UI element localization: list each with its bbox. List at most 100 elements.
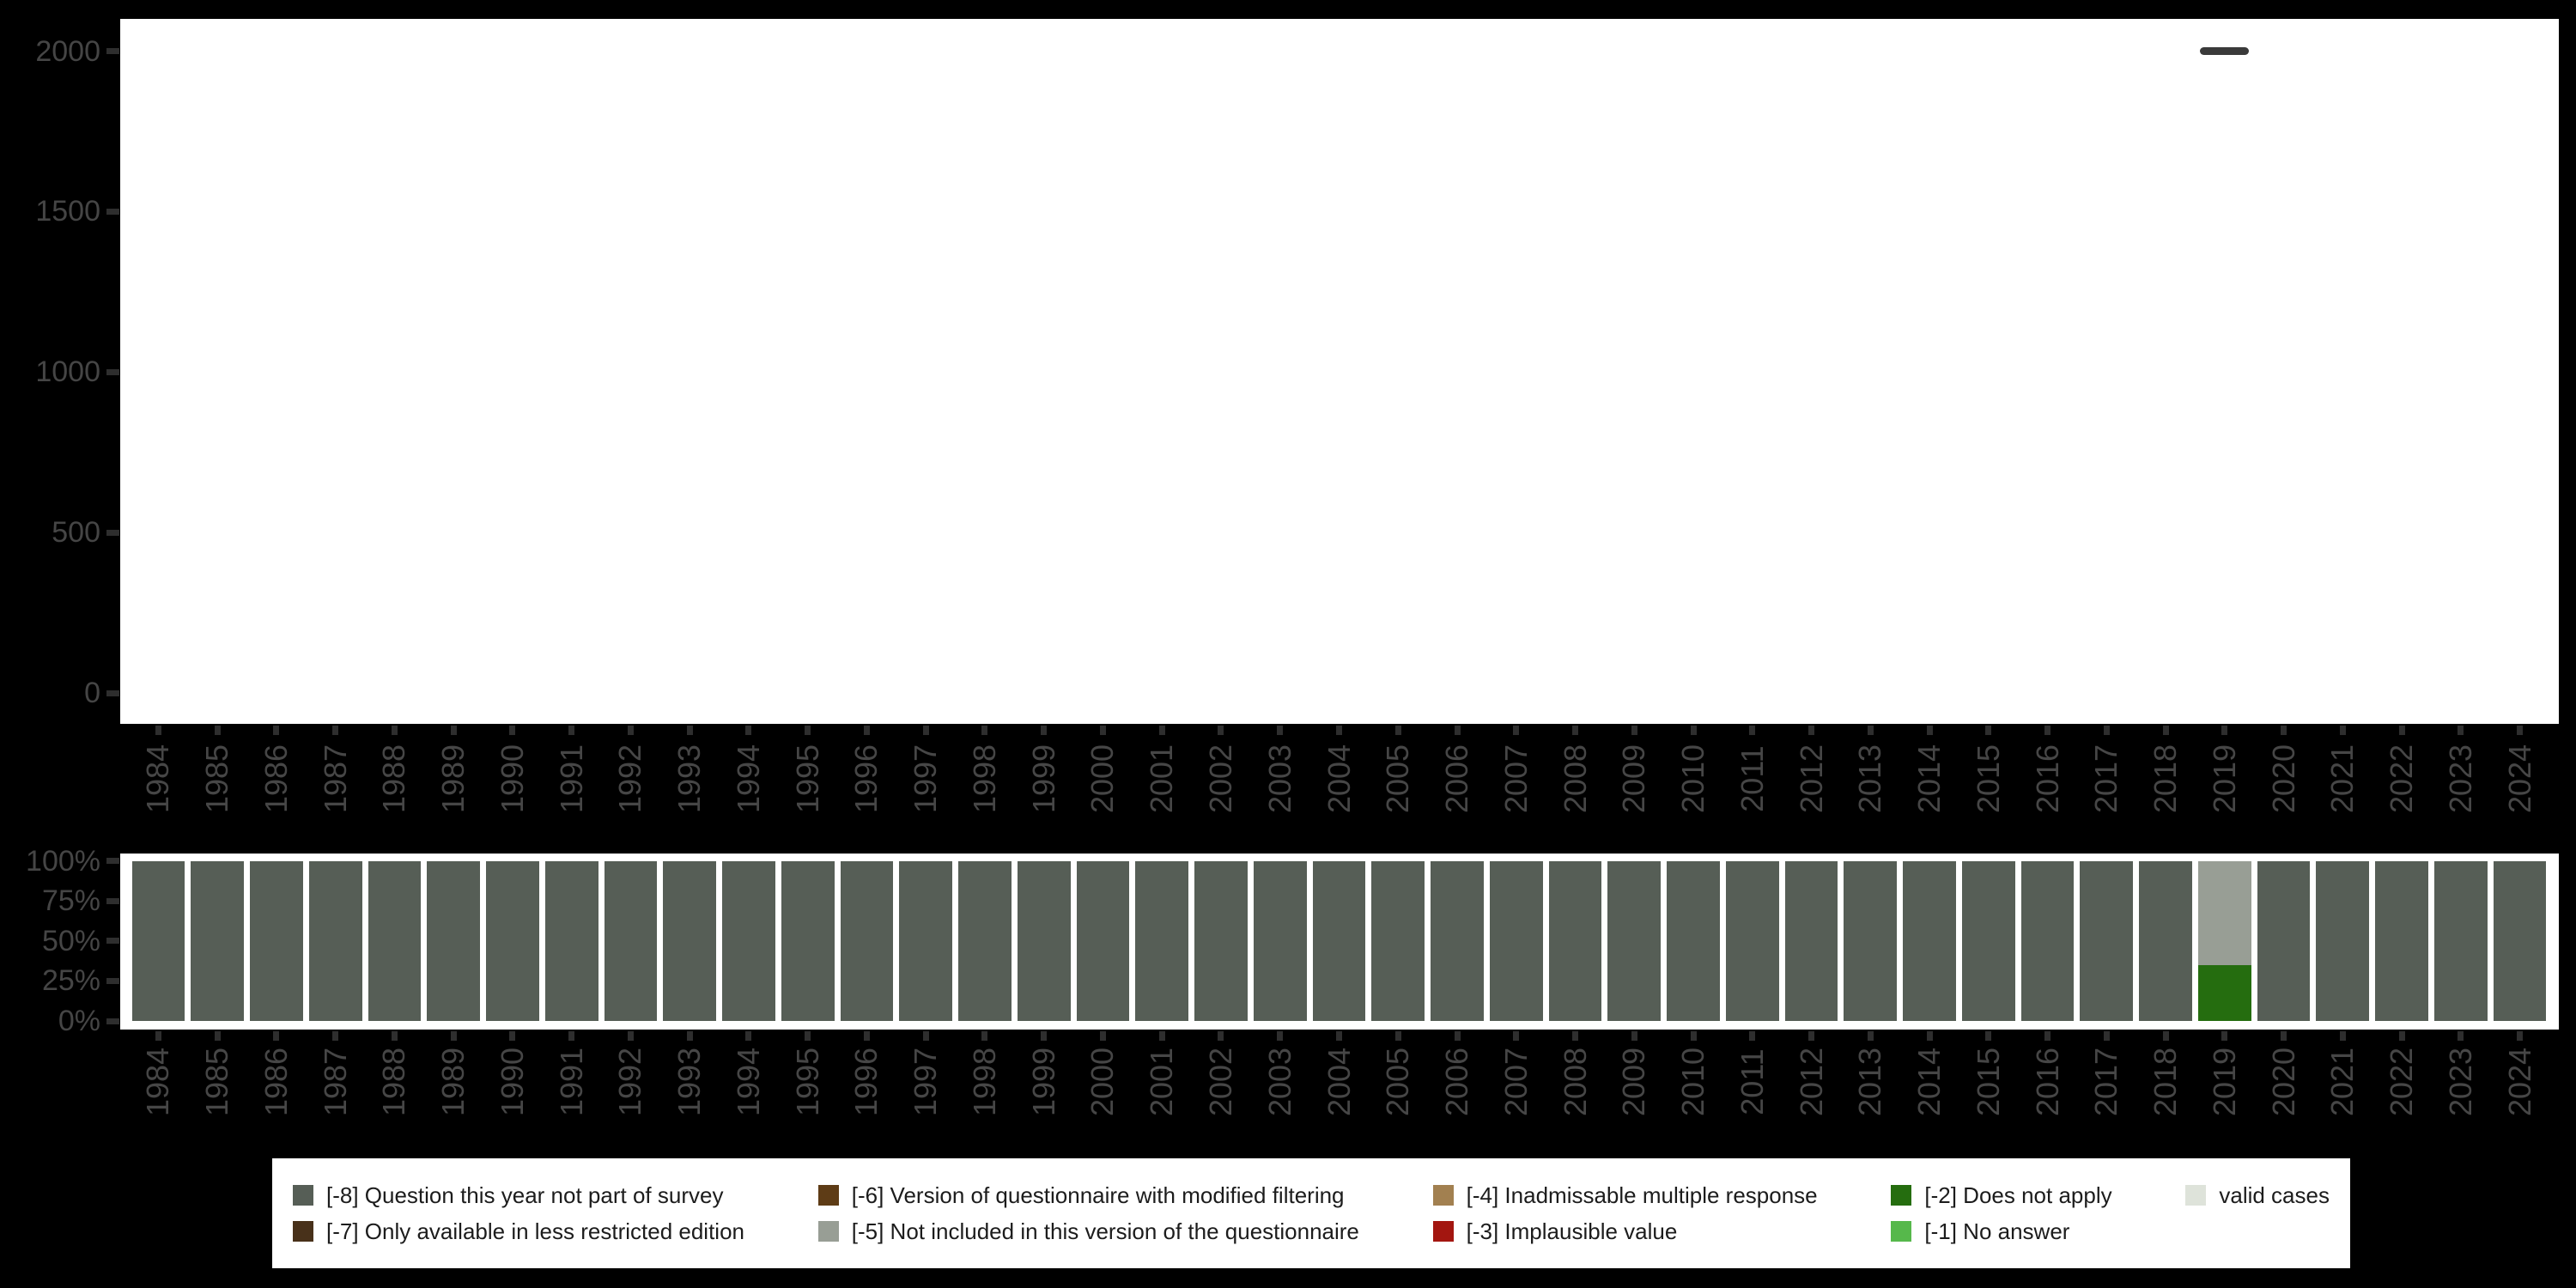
distribution-y-tick-50: [106, 938, 119, 945]
distribution-x-tick-1999: [1041, 1031, 1048, 1041]
cases-x-label-2004: 2004: [1321, 744, 1357, 814]
legend-label-[-5]: [-5] Not included in this version of the…: [851, 1218, 1359, 1244]
distribution-x-label-2006: 2006: [1439, 1047, 1474, 1117]
cases-x-tick-2019: [2221, 726, 2228, 735]
legend-label-[-4]: [-4] Inadmissable multiple response: [1466, 1182, 1818, 1208]
cases-y-tick-label-0: 0: [84, 677, 100, 709]
bar-2007-segment-[-8]: [1489, 860, 1543, 1021]
distribution-x-label-2014: 2014: [1911, 1047, 1947, 1117]
distribution-x-label-2008: 2008: [1557, 1047, 1593, 1117]
cases-x-label-2000: 2000: [1084, 744, 1121, 814]
cases-x-tick-1995: [805, 726, 811, 735]
cases-x-tick-2004: [1336, 726, 1342, 735]
distribution-x-label-2010: 2010: [1675, 1047, 1711, 1117]
cases-x-label-1989: 1989: [435, 744, 471, 814]
cases-x-tick-1989: [450, 726, 457, 735]
bar-2021-segment-[-8]: [2316, 860, 2370, 1021]
cases-x-label-2012: 2012: [1793, 744, 1829, 814]
cases-x-tick-2017: [2103, 726, 2110, 735]
distribution-x-tick-1993: [686, 1031, 693, 1041]
legend-entry-[-5]: [-5] Not included in this version of the…: [817, 1213, 1359, 1249]
distribution-x-tick-2015: [1985, 1031, 1992, 1041]
distribution-x-tick-2002: [1218, 1031, 1224, 1041]
bar-2001-segment-[-8]: [1135, 860, 1189, 1021]
bar-2016-segment-[-8]: [2020, 860, 2075, 1021]
distribution-x-label-1984: 1984: [140, 1047, 176, 1117]
bar-1988-segment-[-8]: [368, 860, 422, 1021]
distribution-x-label-2011: 2011: [1734, 1048, 1770, 1115]
bar-2002-segment-[-8]: [1194, 860, 1248, 1021]
cases-x-label-2016: 2016: [2029, 744, 2065, 814]
legend-swatch-[-7]: [293, 1221, 313, 1242]
cases-x-label-2021: 2021: [2324, 744, 2360, 814]
distribution-x-label-2007: 2007: [1498, 1047, 1534, 1117]
bar-1992-segment-[-8]: [604, 860, 658, 1021]
distribution-x-tick-1986: [273, 1031, 280, 1041]
cases-x-label-1987: 1987: [317, 744, 353, 814]
bar-2010-segment-[-8]: [1667, 860, 1720, 1021]
legend-swatch-[-5]: [817, 1221, 839, 1242]
cases-x-label-2009: 2009: [1616, 744, 1652, 814]
distribution-x-tick-2014: [1926, 1031, 1933, 1041]
cases-x-label-1998: 1998: [966, 744, 1002, 814]
cases-x-tick-2014: [1926, 726, 1933, 735]
cases-x-tick-2021: [2339, 726, 2346, 735]
cases-x-tick-2022: [2398, 726, 2405, 735]
distribution-x-tick-2009: [1631, 1031, 1637, 1041]
legend-label-[-6]: [-6] Version of questionnaire with modif…: [851, 1182, 1345, 1208]
distribution-x-tick-1991: [568, 1031, 575, 1041]
bar-2019-segment-[-2]: [2197, 964, 2251, 1021]
cases-x-label-2006: 2006: [1439, 744, 1474, 814]
cases-y-tick-1000: [106, 368, 119, 375]
cases-x-label-1984: 1984: [140, 744, 176, 814]
cases-x-label-1993: 1993: [671, 744, 708, 814]
distribution-x-label-2001: 2001: [1144, 1047, 1180, 1117]
distribution-y-tick-label-25: 25%: [41, 964, 100, 998]
cases-x-label-2007: 2007: [1498, 744, 1534, 814]
legend-label-[-2]: [-2] Does not apply: [1924, 1182, 2112, 1208]
legend-entry-[-7]: [-7] Only available in less restricted e…: [293, 1213, 744, 1249]
cases-x-tick-1998: [981, 726, 988, 735]
cases-x-label-1994: 1994: [730, 744, 766, 814]
cases-x-tick-1991: [568, 726, 575, 735]
distribution-y-tick-100: [106, 858, 119, 864]
distribution-x-tick-2013: [1867, 1031, 1874, 1041]
cases-x-label-2003: 2003: [1261, 744, 1297, 814]
cases-x-tick-2023: [2458, 726, 2464, 735]
cases-x-tick-2006: [1454, 726, 1461, 735]
distribution-x-tick-2006: [1454, 1031, 1461, 1041]
cases-x-tick-2001: [1158, 726, 1165, 735]
cases-x-label-1988: 1988: [376, 744, 412, 814]
distribution-x-tick-2024: [2517, 1031, 2524, 1041]
cases-x-tick-2005: [1394, 726, 1401, 735]
bar-2012-segment-[-8]: [1784, 860, 1838, 1021]
cases-x-label-2005: 2005: [1380, 744, 1416, 814]
cases-x-label-2019: 2019: [2206, 744, 2242, 814]
cases-x-tick-2000: [1099, 726, 1106, 735]
distribution-x-tick-1992: [627, 1031, 634, 1041]
legend-entry-[-8]: [-8] Question this year not part of surv…: [293, 1177, 744, 1213]
distribution-x-label-2019: 2019: [2206, 1047, 2242, 1117]
bar-1993-segment-[-8]: [663, 860, 717, 1021]
bar-1998-segment-[-8]: [958, 860, 1012, 1021]
distribution-y-tick-0: [106, 1018, 119, 1024]
distribution-x-label-2005: 2005: [1380, 1047, 1416, 1117]
cases-x-tick-1997: [922, 726, 929, 735]
cases-x-label-1992: 1992: [612, 744, 648, 814]
distribution-y-tick-75: [106, 897, 119, 904]
bar-1990-segment-[-8]: [486, 860, 539, 1021]
distribution-x-label-2023: 2023: [2442, 1047, 2478, 1117]
distribution-x-tick-2022: [2398, 1031, 2405, 1041]
distribution-x-tick-1987: [332, 1031, 339, 1041]
cases-x-tick-1993: [686, 726, 693, 735]
legend-entry-[-3]: [-3] Implausible value: [1432, 1213, 1818, 1249]
cases-x-tick-1990: [509, 726, 516, 735]
cases-x-label-1985: 1985: [199, 744, 235, 814]
cases-y-tick-500: [106, 529, 119, 536]
bar-1985-segment-[-8]: [191, 860, 244, 1021]
bar-2024-segment-[-8]: [2493, 860, 2547, 1021]
distribution-x-tick-1995: [805, 1031, 811, 1041]
distribution-x-label-2020: 2020: [2265, 1047, 2301, 1117]
cases-x-label-2024: 2024: [2501, 744, 2537, 814]
